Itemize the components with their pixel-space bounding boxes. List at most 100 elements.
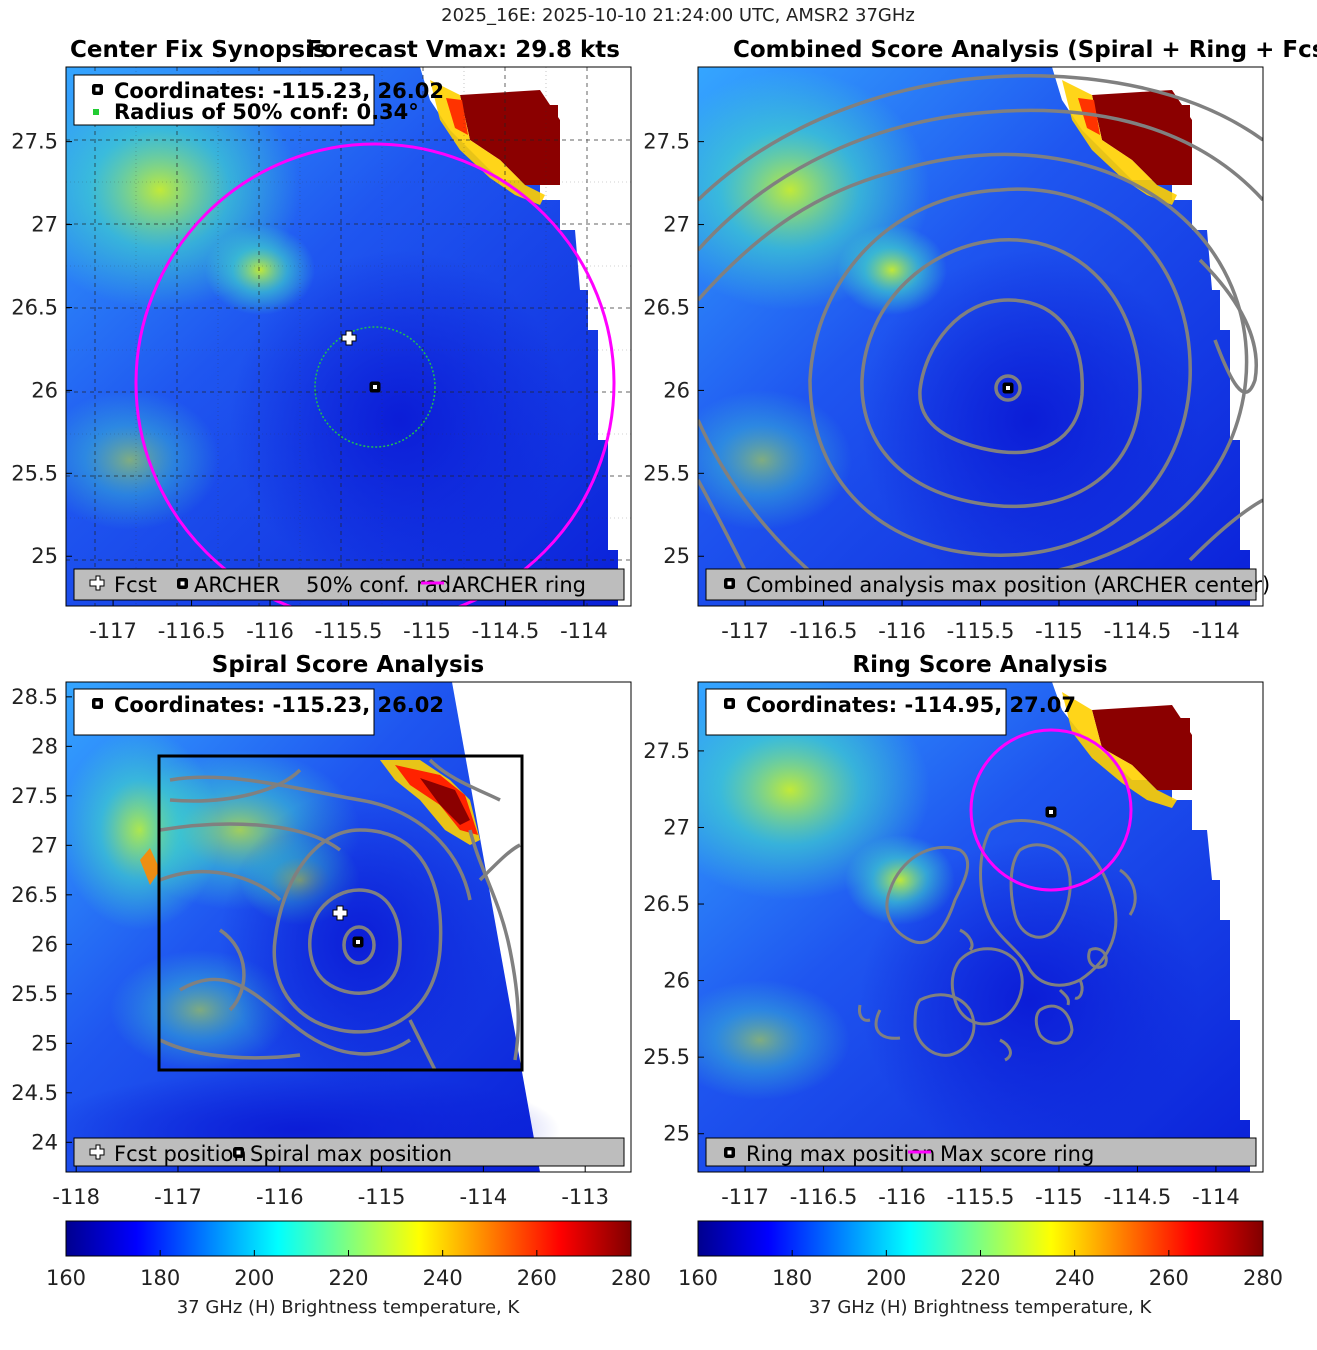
- contour: [913, 993, 976, 1057]
- contour: [698, 74, 1263, 202]
- ring-y-ticks: 25 25.5 26 26.5 27 27.5: [643, 739, 704, 1146]
- contour: [179, 977, 411, 1056]
- max-score-ring: [969, 728, 1133, 892]
- x-tick-label: -115.5: [947, 619, 1015, 643]
- colorbar-tick-label: 240: [1055, 1266, 1095, 1290]
- synopsis-heatmap: [66, 67, 631, 606]
- figure-suptitle: 2025_16E: 2025-10-10 21:24:00 UTC, AMSR2…: [441, 5, 915, 26]
- y-tick-label: 25: [663, 1122, 690, 1146]
- panel-ring-title: Ring Score Analysis: [852, 652, 1107, 678]
- ring-coordinates: Coordinates: -114.95, 27.07: [746, 693, 1076, 717]
- colorbar-tick-label: 160: [678, 1266, 718, 1290]
- panel-synopsis-vmax: Forecast Vmax: 29.8 kts: [307, 37, 620, 63]
- x-tick-label: -115: [358, 1185, 406, 1209]
- y-tick-label: 27: [31, 213, 58, 237]
- combined-x-ticks: -117 -116.5 -116 -115.5 -115 -114.5 -114: [721, 600, 1240, 643]
- panel-synopsis-title: Center Fix Synopsis: [70, 37, 327, 63]
- contour: [468, 829, 520, 1061]
- colorbar-tick-label: 180: [140, 1266, 180, 1290]
- contour: [999, 1038, 1012, 1062]
- panel-combined-title: Combined Score Analysis (Spiral + Ring +…: [733, 37, 1317, 63]
- ring-legend-top: Coordinates: -114.95, 27.07: [705, 688, 1076, 736]
- y-tick-label: 26: [663, 969, 690, 993]
- spiral-fcst-legend-icon: [89, 1144, 105, 1160]
- y-tick-label: 25.5: [11, 461, 58, 485]
- contour: [885, 845, 970, 944]
- spiral-legend-bottom: Fcst position Spiral max position: [73, 1137, 625, 1167]
- y-tick-label: 26.5: [643, 892, 690, 916]
- spiral-contours: [159, 758, 521, 1071]
- y-tick-label: 25.5: [11, 982, 58, 1006]
- y-tick-label: 25: [31, 544, 58, 568]
- y-tick-label: 28: [31, 734, 58, 758]
- x-tick-label: -116.5: [158, 619, 226, 643]
- legend-ring-max: Ring max position: [746, 1142, 935, 1166]
- conf-radius-circle: [314, 326, 436, 448]
- contour: [994, 374, 1022, 402]
- x-tick-label: -115.5: [947, 1185, 1015, 1209]
- x-tick-label: -114.5: [1104, 1185, 1172, 1209]
- contour: [428, 758, 501, 802]
- contour: [918, 298, 1084, 455]
- colorbar-tick-label: 200: [866, 1266, 906, 1290]
- synopsis-x-ticks: -117 -116.5 -116 -115.5 -115 -114.5 -114: [89, 600, 608, 643]
- colorbar-tick-label: 240: [423, 1266, 463, 1290]
- colorbar-tick-label: 280: [611, 1266, 651, 1290]
- contour: [858, 1004, 871, 1022]
- contour: [950, 947, 1024, 1026]
- contour: [1058, 988, 1070, 1006]
- x-tick-label: -114: [1192, 619, 1240, 643]
- x-tick-label: -116.5: [790, 619, 858, 643]
- colorbar-left-label: 37 GHz (H) Brightness temperature, K: [177, 1297, 521, 1318]
- contour: [698, 419, 822, 582]
- combined-max-marker: [1002, 382, 1014, 394]
- y-tick-label: 26: [31, 378, 58, 402]
- contour: [1188, 498, 1263, 562]
- contour: [218, 928, 246, 1012]
- y-tick-label: 27: [663, 213, 690, 237]
- colorbar-left: 160 180 200 220 240 260 280 37 GHz (H) Brightn…: [46, 1220, 651, 1318]
- x-tick-label: -114.5: [472, 619, 540, 643]
- contour: [342, 925, 376, 965]
- synopsis-grid: [66, 67, 631, 606]
- x-tick-label: -117: [89, 619, 137, 643]
- archer-center-marker: [369, 381, 381, 393]
- legend-archer: ARCHER: [194, 573, 280, 597]
- synopsis-coordinates: Coordinates: -115.23, 26.02: [114, 79, 444, 103]
- contour: [860, 238, 1142, 508]
- contour: [169, 768, 302, 803]
- legend-combined: Combined analysis max position (ARCHER c…: [746, 573, 1270, 597]
- y-tick-label: 25.5: [643, 1045, 690, 1069]
- x-tick-label: -114: [560, 619, 608, 643]
- x-tick-label: -116: [878, 1185, 926, 1209]
- contour: [159, 870, 282, 902]
- x-tick-label: -114: [460, 1185, 508, 1209]
- y-tick-label: 26.5: [11, 883, 58, 907]
- x-tick-label: -117: [154, 1185, 202, 1209]
- x-tick-label: -115: [1035, 619, 1083, 643]
- panel-combined: Combined Score Analysis (Spiral + Ring +…: [643, 37, 1317, 643]
- fcst-legend-icon: [89, 575, 105, 591]
- colorbar-tick-label: 260: [517, 1266, 557, 1290]
- y-tick-label: 28.5: [11, 685, 58, 709]
- conf-legend-icon: [93, 109, 99, 115]
- colorbar-tick-label: 260: [1149, 1266, 1189, 1290]
- colorbar-left-ticks: 160 180 200 220 240 260 280: [46, 1250, 651, 1290]
- y-tick-label: 27: [663, 815, 690, 839]
- contour: [1087, 947, 1108, 969]
- spiral-x-ticks: -118 -117 -116 -115 -114 -113: [52, 1166, 609, 1209]
- ring-contours: [858, 819, 1137, 1062]
- contour: [1074, 979, 1084, 1000]
- y-tick-label: 24.5: [11, 1081, 58, 1105]
- x-tick-label: -116: [246, 619, 294, 643]
- x-tick-label: -117: [721, 1185, 769, 1209]
- y-tick-label: 27: [31, 833, 58, 857]
- colorbar-tick-label: 220: [328, 1266, 368, 1290]
- contour: [698, 108, 1263, 252]
- contour: [1034, 1004, 1074, 1045]
- spiral-y-ticks: 24 24.5 25 25.5 26 26.5 27 27.5 28 28.5: [11, 685, 72, 1154]
- contour: [698, 152, 1249, 582]
- x-tick-label: -117: [721, 619, 769, 643]
- colorbar-tick-label: 160: [46, 1266, 86, 1290]
